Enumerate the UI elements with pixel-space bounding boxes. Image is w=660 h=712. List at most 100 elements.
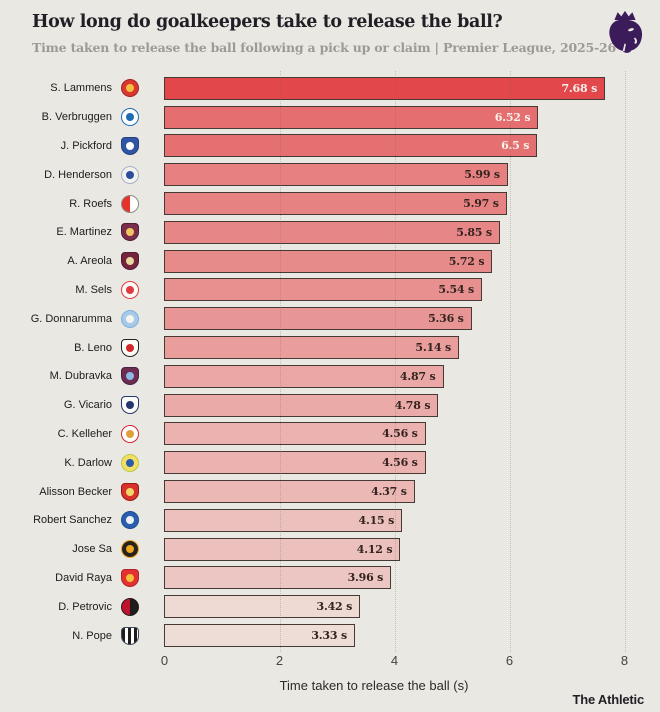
page-title: How long do goalkeepers take to release …: [32, 12, 503, 32]
bar-value-label: 6.52 s: [494, 110, 531, 124]
chart-row: B. Leno 5.14 s: [0, 333, 660, 362]
chart-row: N. Pope 3.33 s: [0, 621, 660, 650]
player-name: Alisson Becker: [39, 485, 112, 498]
crest-detail: [126, 401, 134, 410]
chart-row: E. Martinez 5.85 s: [0, 218, 660, 247]
team-crest-icon: [121, 79, 139, 98]
x-axis-tick: 0: [160, 653, 169, 668]
premier-league-lion-icon: [609, 10, 643, 53]
team-crest-icon: [121, 482, 139, 501]
bar: 5.99 s: [163, 163, 508, 187]
team-crest-icon: [121, 626, 139, 645]
chart-row: M. Sels 5.54 s: [0, 276, 660, 305]
bar: 5.36 s: [163, 307, 472, 331]
bar: 5.85 s: [163, 220, 500, 244]
player-name: N. Pope: [72, 629, 112, 642]
bar-value-label: 3.96 s: [347, 571, 384, 585]
bar-chart: S. Lammens 7.68 s B. Verbruggen 6.52 s J. Pi…: [0, 71, 660, 652]
player-name: D. Henderson: [44, 168, 112, 181]
team-crest-icon: [121, 367, 139, 386]
chart-row: D. Henderson 5.99 s: [0, 160, 660, 189]
bar-value-label: 4.12 s: [356, 542, 393, 556]
x-axis-title: Time taken to release the ball (s): [279, 678, 469, 693]
chart-row: M. Dubravka 4.87 s: [0, 362, 660, 391]
bar-value-label: 7.68 s: [561, 81, 598, 95]
team-crest-icon: [121, 252, 139, 271]
crest-detail: [126, 228, 134, 237]
team-crest-icon: [121, 223, 139, 242]
bar: 7.68 s: [163, 76, 606, 100]
team-crest-icon: [121, 280, 139, 299]
crest-detail: [126, 516, 134, 525]
crest-detail: [126, 545, 134, 554]
player-name: M. Sels: [75, 283, 112, 296]
team-crest-icon: [121, 396, 139, 415]
team-crest-icon: [121, 108, 139, 127]
bar: 4.15 s: [163, 508, 403, 532]
crest-detail: [126, 458, 134, 467]
chart-row: S. Lammens 7.68 s: [0, 74, 660, 103]
bar-value-label: 5.99 s: [464, 168, 500, 182]
crest-detail: [126, 314, 134, 323]
chart-row: J. Pickford 6.5 s: [0, 132, 660, 161]
chart-rows: S. Lammens 7.68 s B. Verbruggen 6.52 s J. Pi…: [0, 74, 660, 650]
chart-row: K. Darlow 4.56 s: [0, 448, 660, 477]
bar: 3.96 s: [163, 566, 392, 590]
player-name: B. Leno: [74, 341, 112, 354]
player-name: S. Lammens: [50, 82, 112, 95]
player-name: G. Vicario: [63, 399, 112, 412]
bar-value-label: 3.42 s: [316, 600, 353, 614]
chart-row: G. Donnarumma 5.36 s: [0, 304, 660, 333]
bar: 4.87 s: [163, 364, 444, 388]
team-crest-icon: [121, 309, 139, 328]
bar-value-label: 4.15 s: [358, 513, 395, 527]
bar-value-label: 5.97 s: [463, 197, 499, 211]
crest-detail: [126, 257, 134, 266]
bar: 6.52 s: [163, 105, 539, 129]
crest-detail: [126, 84, 134, 93]
player-name: J. Pickford: [60, 139, 112, 152]
chart-row: David Raya 3.96 s: [0, 564, 660, 593]
player-name: Jose Sa: [72, 543, 112, 556]
team-crest-icon: [121, 424, 139, 443]
bar: 6.5 s: [163, 134, 538, 158]
subtitle: Time taken to release the ball following…: [32, 40, 616, 55]
team-crest-icon: [121, 453, 139, 472]
bar: 4.56 s: [163, 422, 426, 446]
bar-value-label: 4.56 s: [382, 427, 418, 441]
team-crest-icon: [121, 194, 139, 213]
chart-row: Jose Sa 4.12 s: [0, 535, 660, 564]
player-name: D. Petrovic: [58, 600, 112, 613]
player-name: David Raya: [55, 571, 112, 584]
bar-value-label: 5.72 s: [448, 254, 485, 268]
x-axis: 0 2 4 6 8: [0, 653, 660, 671]
bar-value-label: 5.54 s: [438, 283, 475, 297]
bar: 4.56 s: [163, 451, 426, 475]
bar: 5.72 s: [163, 249, 493, 273]
bar-value-label: 5.85 s: [456, 225, 492, 239]
the-athletic-credit: The Athletic: [572, 692, 644, 707]
chart-row: R. Roefs 5.97 s: [0, 189, 660, 218]
bar-value-label: 4.78 s: [394, 398, 431, 412]
crest-detail: [126, 372, 134, 381]
team-crest-icon: [121, 165, 139, 184]
bar-value-label: 5.14 s: [415, 341, 452, 355]
x-axis-tick: 4: [390, 653, 399, 668]
player-name: R. Roefs: [69, 197, 112, 210]
bar: 3.33 s: [163, 624, 355, 648]
player-name: E. Martinez: [56, 226, 112, 239]
player-name: B. Verbruggen: [41, 111, 112, 124]
x-axis-tick: 2: [275, 653, 284, 668]
chart-row: Robert Sanchez 4.15 s: [0, 506, 660, 535]
player-name: Robert Sanchez: [33, 514, 112, 527]
team-crest-icon: [121, 597, 139, 616]
team-crest-icon: [121, 540, 139, 559]
chart-row: G. Vicario 4.78 s: [0, 391, 660, 420]
player-name: C. Kelleher: [57, 427, 112, 440]
bar: 5.14 s: [163, 336, 460, 360]
player-name: G. Donnarumma: [30, 312, 112, 325]
player-name: K. Darlow: [64, 456, 112, 469]
chart-row: C. Kelleher 4.56 s: [0, 420, 660, 449]
bar-value-label: 3.33 s: [311, 629, 347, 643]
